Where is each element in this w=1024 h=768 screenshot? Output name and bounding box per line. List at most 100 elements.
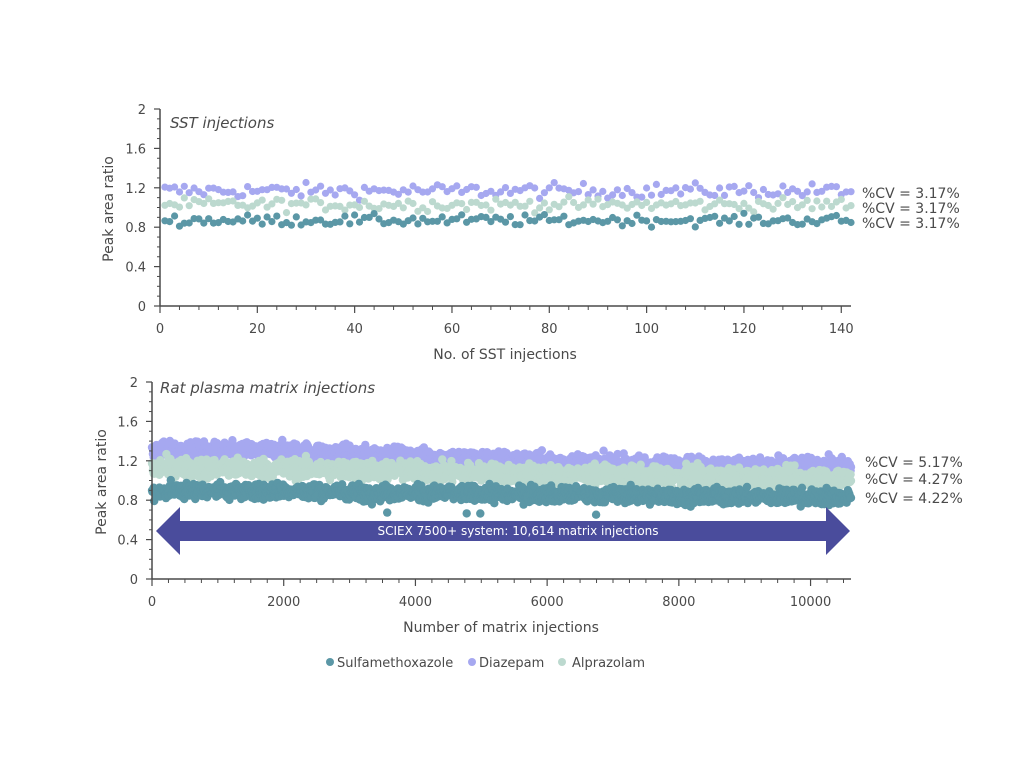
data-point: [351, 191, 359, 199]
data-point: [409, 214, 417, 222]
data-point: [643, 217, 651, 225]
data-point: [312, 186, 320, 194]
data-point: [560, 212, 568, 220]
data-point: [613, 216, 622, 224]
sst-points: [161, 178, 855, 231]
data-point: [691, 179, 699, 187]
data-point: [537, 446, 547, 455]
data-point: [540, 189, 549, 197]
cv-label-diazepam: %CV = 3.17%: [862, 186, 960, 202]
data-point: [691, 223, 699, 231]
data-point: [341, 212, 349, 220]
data-point: [292, 185, 300, 194]
data-point: [447, 456, 456, 466]
data-point: [827, 202, 836, 211]
data-point: [550, 179, 558, 187]
data-point: [239, 217, 247, 225]
series-alprazolam: [147, 449, 856, 496]
data-point: [282, 185, 291, 193]
data-point: [458, 200, 466, 208]
data-point: [832, 211, 841, 220]
data-point: [453, 182, 461, 190]
data-point: [292, 213, 300, 221]
data-point: [555, 203, 563, 211]
data-point: [784, 214, 792, 222]
data-point: [672, 184, 680, 192]
matrix-points: [147, 435, 856, 519]
data-point: [205, 215, 213, 223]
data-point: [428, 185, 437, 193]
data-point: [268, 200, 276, 208]
data-point: [383, 508, 392, 517]
data-point: [613, 186, 622, 194]
cv-label-sulfamethoxazole: %CV = 3.17%: [862, 216, 960, 232]
data-point: [175, 203, 184, 211]
data-point: [317, 216, 325, 224]
data-point: [716, 219, 724, 227]
data-point: [652, 180, 661, 188]
y-axis-title: Peak area ratio: [101, 156, 117, 262]
data-point: [487, 187, 495, 195]
data-point: [312, 195, 320, 203]
data-point: [740, 209, 748, 217]
sst-panel: SST injections 00.40.81.21.620 20 40 60 80 10…: [101, 103, 960, 363]
data-point: [394, 190, 402, 198]
data-point: [185, 189, 193, 197]
data-point: [793, 187, 802, 195]
data-point: [501, 184, 510, 192]
data-point: [287, 221, 295, 229]
data-point: [282, 209, 291, 217]
data-point: [476, 509, 485, 518]
data-point: [579, 201, 588, 209]
data-point: [482, 213, 490, 221]
x-tick-label: 60: [444, 322, 461, 337]
data-point: [686, 215, 695, 223]
data-point: [720, 191, 729, 199]
data-point: [331, 191, 339, 199]
data-point: [584, 196, 592, 204]
data-point: [813, 220, 821, 228]
data-point: [278, 435, 287, 445]
data-point: [229, 188, 237, 196]
data-point: [355, 218, 364, 226]
data-point: [725, 217, 733, 225]
data-point: [589, 186, 597, 194]
data-point: [594, 195, 602, 203]
data-point: [253, 214, 261, 222]
data-point: [200, 219, 208, 227]
series-alprazolam: [161, 193, 855, 217]
data-point: [536, 194, 544, 202]
data-point: [482, 201, 490, 209]
data-point: [365, 213, 373, 221]
panel-title: SST injections: [170, 114, 274, 132]
data-point: [818, 187, 826, 195]
data-point: [609, 191, 617, 199]
data-point: [818, 203, 826, 211]
y-tick-label: 1.6: [125, 142, 146, 157]
data-point: [185, 202, 193, 210]
data-point: [200, 191, 208, 199]
x-tick-label: 40: [346, 322, 363, 337]
data-point: [565, 193, 573, 201]
data-point: [604, 217, 612, 225]
data-point: [711, 200, 719, 208]
data-point: [258, 196, 266, 204]
matrix-panel: Rat plasma matrix injections 00.40.81.21…: [94, 376, 963, 636]
data-point: [273, 212, 281, 220]
data-point: [540, 211, 549, 219]
data-point: [798, 192, 806, 200]
data-point: [302, 178, 310, 187]
data-point: [278, 196, 286, 204]
data-point: [808, 205, 816, 213]
data-point: [175, 188, 184, 196]
data-point: [317, 182, 325, 190]
data-point: [195, 215, 203, 223]
data-point: [599, 446, 608, 455]
data-point: [643, 198, 651, 206]
data-point: [745, 182, 753, 190]
data-point: [579, 179, 588, 188]
data-point: [638, 193, 646, 201]
data-point: [545, 206, 553, 214]
data-point: [813, 197, 821, 205]
